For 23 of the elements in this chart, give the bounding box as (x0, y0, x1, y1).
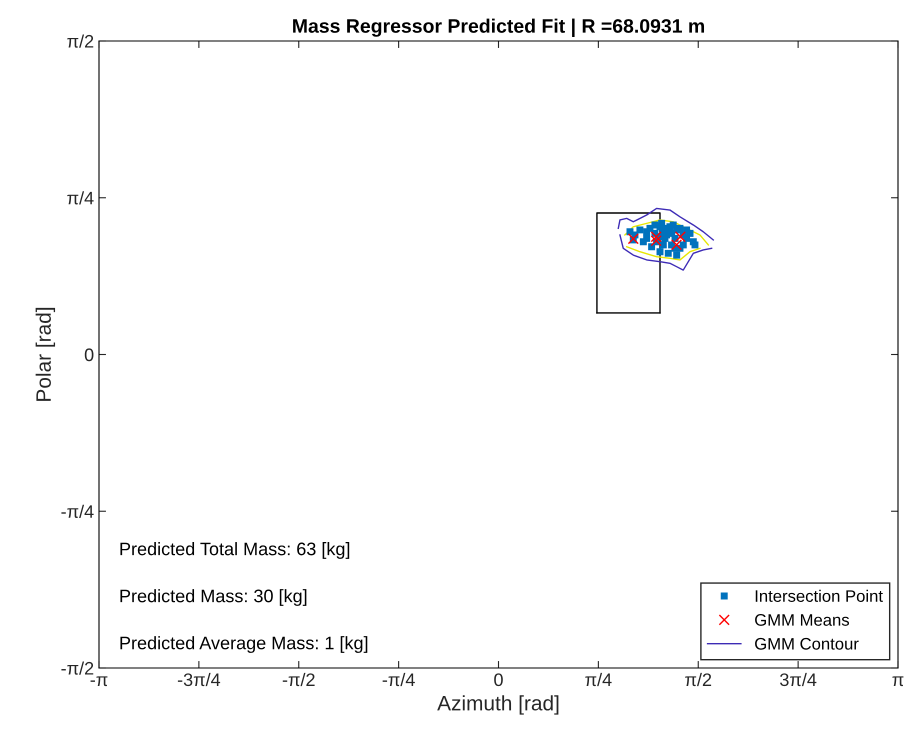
x-tick-label: π/2 (685, 672, 712, 686)
x-tick-label: 0 (494, 673, 503, 686)
x-tick-label: 3π/4 (780, 672, 816, 686)
x-tick-label: π/4 (585, 672, 612, 686)
x-tick-label: -π (90, 676, 108, 686)
x-axis-title: Azimuth [rad] (437, 695, 558, 715)
y-tick-label: -π/4 (61, 504, 94, 518)
annotation: Predicted Total Mass: 63 [kg] (120, 542, 350, 559)
annotation: Predicted Mass: 30 [kg] (120, 589, 306, 606)
x-tick-label: π (892, 676, 904, 686)
x-tick-label: -3π/4 (178, 672, 220, 686)
y-axis-title: Polar [rad] (36, 308, 56, 401)
legend-label: GMM Means (755, 614, 850, 626)
x-tick-label: -π/4 (382, 672, 415, 686)
annotation: Predicted Average Mass: 1 [kg] (120, 636, 368, 653)
x-tick-label: -π/2 (282, 672, 315, 686)
legend-label: Intersection Point (756, 590, 883, 602)
y-tick-label: π/4 (67, 191, 94, 204)
chart-title: Mass Regressor Predicted Fit | R =68.0931 m (293, 18, 704, 37)
y-tick-label: -π/2 (61, 661, 94, 675)
legend-label: GMM Contour (755, 638, 859, 650)
y-tick-label: π/2 (67, 34, 94, 48)
y-tick-label: 0 (84, 348, 94, 362)
